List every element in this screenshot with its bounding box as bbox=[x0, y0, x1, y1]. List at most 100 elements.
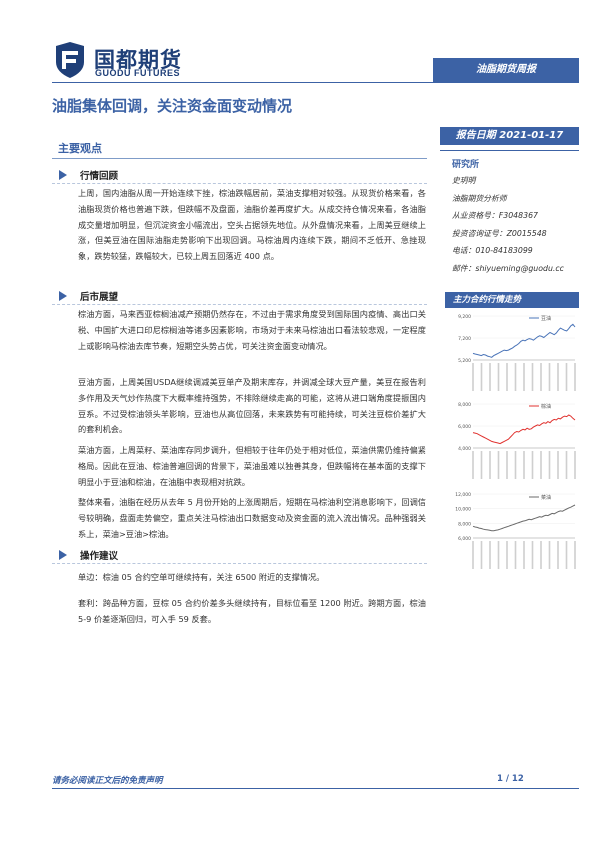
soybean-oil-chart: 9,200 7,200 5,200 豆油 bbox=[445, 310, 579, 396]
chart-svg: 8,000 6,000 4,000 棕油 bbox=[458, 402, 576, 479]
x-tick-mark bbox=[497, 363, 500, 391]
analyst-email[interactable]: 邮件：shiyueming@guodu.cc bbox=[452, 263, 564, 273]
rapeseed-oil-chart: 12,000 10,000 8,000 6,000 菜油 bbox=[445, 488, 579, 574]
x-tick-mark bbox=[514, 451, 517, 479]
advice-divider bbox=[52, 563, 427, 564]
chart-svg: 9,200 7,200 5,200 豆油 bbox=[458, 314, 576, 391]
legend-label: 豆油 bbox=[541, 315, 551, 322]
palm-oil-chart: 8,000 6,000 4,000 棕油 bbox=[445, 398, 579, 484]
x-tick-mark bbox=[480, 451, 483, 479]
advice-heading-label: 操作建议 bbox=[80, 551, 119, 562]
x-tick-mark bbox=[565, 541, 568, 569]
advice-arbitrage: 套利：跨品种方面，豆棕 05 合约价差多头继续持有，目标位看至 1200 附近。… bbox=[78, 598, 426, 624]
x-tick-mark bbox=[506, 363, 508, 391]
x-tick-mark bbox=[472, 541, 474, 569]
x-tick-mark bbox=[489, 541, 491, 569]
x-tick-mark bbox=[489, 451, 491, 479]
y-tick-label: 9,200 bbox=[458, 314, 471, 320]
page-title: 油脂集体回调，关注资金面变动情况 bbox=[52, 97, 293, 115]
page-number: 1 / 12 bbox=[497, 774, 524, 784]
advice-single: 单边：棕油 05 合约空单可继续持有，关注 6500 附近的支撑情况。 bbox=[78, 572, 325, 582]
logo-text-cn: 国都期货 bbox=[94, 48, 182, 72]
date-divider bbox=[440, 150, 579, 151]
x-tick-mark bbox=[489, 363, 491, 391]
logo-mark-icon bbox=[56, 42, 84, 78]
x-tick-mark bbox=[548, 451, 551, 479]
report-type-badge: 油脂期货周报 bbox=[433, 58, 579, 82]
analyst-position: 油脂期货分析师 bbox=[452, 193, 507, 203]
x-tick-mark bbox=[531, 541, 534, 569]
x-tick-mark bbox=[472, 451, 474, 479]
chart-svg: 12,000 10,000 8,000 6,000 菜油 bbox=[455, 492, 576, 569]
x-tick-mark bbox=[574, 451, 576, 479]
x-tick-mark bbox=[523, 451, 525, 479]
x-tick-mark bbox=[480, 363, 483, 391]
outlook-paragraph-rapeseed: 菜油方面，上周菜籽、菜油库存同步调升，但相较于往年仍处于相对低位，菜油供需仍维持… bbox=[78, 445, 426, 487]
analyst-qualification: 从业资格号：F3048367 bbox=[452, 211, 538, 221]
x-tick-mark bbox=[497, 541, 500, 569]
x-tick-mark bbox=[514, 363, 517, 391]
x-tick-mark bbox=[480, 541, 483, 569]
y-tick-label: 10,000 bbox=[455, 507, 471, 513]
charts-panel-title: 主力合约行情走势 bbox=[445, 292, 579, 308]
x-tick-mark bbox=[531, 363, 534, 391]
x-tick-mark bbox=[523, 363, 525, 391]
y-tick-label: 7,200 bbox=[458, 336, 471, 342]
analyst-info: 研究所 史玥明 油脂期货分析师 从业资格号：F3048367 投资咨询证号：Z0… bbox=[452, 157, 579, 278]
y-tick-label: 4,000 bbox=[458, 446, 471, 452]
x-tick-mark bbox=[514, 541, 517, 569]
section-divider bbox=[52, 158, 427, 159]
x-tick-mark bbox=[557, 541, 559, 569]
x-tick-mark bbox=[574, 363, 576, 391]
arrow-right-icon bbox=[59, 170, 67, 180]
x-tick-mark bbox=[472, 363, 474, 391]
analyst-advisor-id: 投资咨询证号：Z0015548 bbox=[452, 228, 547, 238]
analyst-name: 史玥明 bbox=[452, 176, 476, 185]
x-tick-mark bbox=[548, 541, 551, 569]
x-tick-mark bbox=[540, 363, 542, 391]
header-divider bbox=[52, 82, 579, 83]
arrow-right-icon bbox=[59, 550, 67, 560]
y-tick-label: 5,200 bbox=[458, 358, 471, 364]
x-tick-mark bbox=[506, 451, 508, 479]
review-divider bbox=[52, 183, 427, 184]
footer-divider bbox=[52, 788, 579, 789]
outlook-heading-label: 后市展望 bbox=[80, 292, 119, 303]
series-line bbox=[472, 323, 576, 358]
legend-label: 棕油 bbox=[541, 403, 551, 410]
review-heading-label: 行情回顾 bbox=[80, 171, 119, 182]
y-tick-label: 6,000 bbox=[458, 424, 471, 430]
x-tick-mark bbox=[506, 541, 508, 569]
x-tick-mark bbox=[531, 451, 534, 479]
x-tick-mark bbox=[557, 363, 559, 391]
company-logo: 国都期货 GUODU FUTURES bbox=[52, 42, 207, 80]
x-tick-mark bbox=[548, 363, 551, 391]
outlook-divider bbox=[52, 304, 427, 305]
x-tick-mark bbox=[497, 451, 500, 479]
x-tick-mark bbox=[565, 451, 568, 479]
x-tick-mark bbox=[540, 541, 542, 569]
section-title: 主要观点 bbox=[58, 142, 102, 155]
disclaimer-note: 请务必阅读正文后的免责声明 bbox=[52, 776, 163, 786]
outlook-paragraph-palm: 棕油方面，马来西亚棕榈油减产预期仍然存在，不过由于需求角度受到国际国内疫情、高出… bbox=[78, 309, 426, 351]
y-tick-label: 12,000 bbox=[455, 492, 471, 498]
x-tick-mark bbox=[574, 541, 576, 569]
x-tick-mark bbox=[523, 541, 525, 569]
outlook-paragraph-summary: 整体来看，油脂在经历从去年 5 月份开始的上涨周期后，短期在马棕油利空消息影响下… bbox=[78, 497, 426, 539]
series-line bbox=[472, 504, 576, 532]
logo-text-en: GUODU FUTURES bbox=[95, 68, 180, 78]
y-tick-label: 8,000 bbox=[458, 402, 471, 408]
analyst-phone: 电话：010-84183099 bbox=[452, 246, 533, 256]
x-tick-mark bbox=[565, 363, 568, 391]
series-line bbox=[472, 414, 576, 445]
review-paragraph: 上周，国内油脂从周一开始连续下挫，棕油跌幅居前，菜油支撑相对较强。从现货价格来看… bbox=[78, 188, 426, 262]
report-date: 报告日期 2021-01-17 bbox=[440, 127, 579, 145]
legend-label: 菜油 bbox=[541, 494, 551, 501]
y-tick-label: 6,000 bbox=[458, 536, 471, 542]
x-tick-mark bbox=[540, 451, 542, 479]
outlook-paragraph-soy: 豆油方面，上周美国USDA继续调减美豆单产及期末库存，并调减全球大豆产量，美豆在… bbox=[78, 377, 426, 435]
x-tick-mark bbox=[557, 451, 559, 479]
analyst-label: 研究所 bbox=[452, 160, 480, 170]
y-tick-label: 8,000 bbox=[458, 521, 471, 527]
arrow-right-icon bbox=[59, 291, 67, 301]
